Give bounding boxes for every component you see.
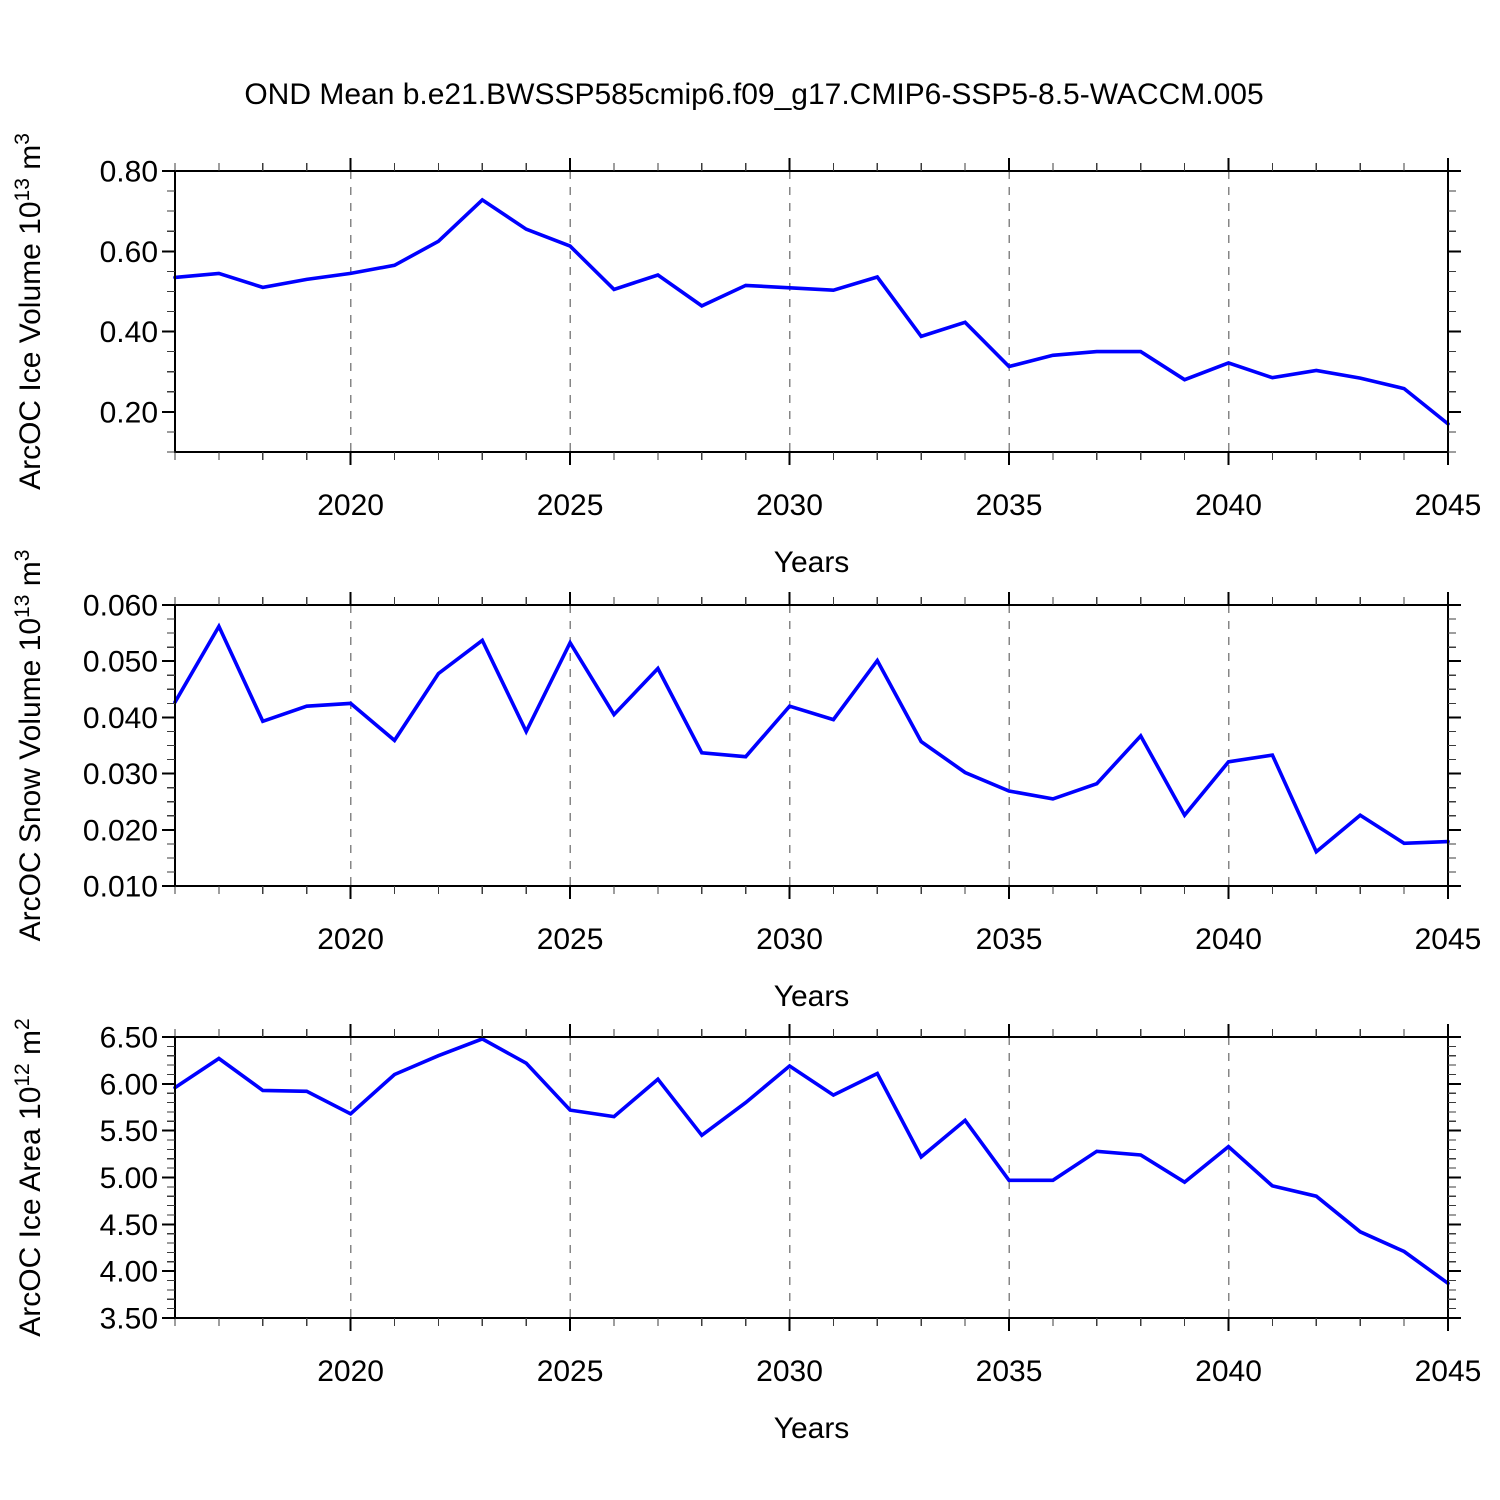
ice-area-ytick-label: 3.50 [100,1303,158,1336]
chart-title: OND Mean b.e21.BWSSP585cmip6.f09_g17.CMI… [244,78,1264,111]
ice-volume-xtick-label: 2020 [317,489,384,522]
snow-volume-ytick-label: 0.020 [83,814,158,847]
ice-area-xtick-label: 2040 [1195,1355,1262,1388]
ice-area-ytick-label: 5.50 [100,1115,158,1148]
snow-volume-xtick-label: 2020 [317,923,384,956]
ice-area-ytick-label: 4.00 [100,1256,158,1289]
ice-area-yaxis-title: ArcOC Ice Area 1012 m2 [11,1018,47,1336]
snow-volume-xtick-label: 2025 [537,923,604,956]
snow-volume-ytick-label: 0.010 [83,871,158,904]
snow-volume-xaxis-title: Years [774,980,850,1013]
ice-volume-xtick-label: 2040 [1195,489,1262,522]
snow-volume-ytick-label: 0.030 [83,758,158,791]
snow-volume-ytick-label: 0.060 [83,590,158,623]
ice-area-ytick-label: 5.00 [100,1162,158,1195]
ice-area-series-line [173,1036,1450,1286]
ice-volume-yaxis-title: ArcOC Ice Volume 1013 m3 [11,133,47,490]
snow-volume-xtick-label: 2045 [1415,923,1482,956]
ice-volume-series-line [173,197,1450,426]
ice-volume-xaxis-title: Years [774,546,850,579]
ice-area-xtick-label: 2045 [1415,1355,1482,1388]
ice-area-chart: 3.50 4.00 4.50 5.00 5.50 6.00 6.50 2020 2025 2030… [11,1018,1481,1445]
ice-volume-ytick-label: 0.40 [100,316,158,349]
snow-volume-ytick-label: 0.040 [83,702,158,735]
snow-volume-plot-frame [174,604,1449,887]
ice-volume-ytick-label: 0.60 [100,236,158,269]
snow-volume-xtick-label: 2030 [756,923,823,956]
ice-area-xaxis-title: Years [774,1412,850,1445]
ice-area-xtick-label: 2035 [976,1355,1043,1388]
ice-volume-ytick-label: 0.80 [100,156,158,189]
ice-area-xtick-label: 2030 [756,1355,823,1388]
snow-volume-xtick-label: 2035 [976,923,1043,956]
snow-volume-series-line [173,622,1450,855]
ice-volume-ytick-label: 0.20 [100,396,158,429]
ice-area-xtick-label: 2025 [537,1355,604,1388]
ice-volume-xtick-label: 2035 [976,489,1043,522]
snow-volume-chart: 0.010 0.020 0.030 0.040 0.050 0.060 2020 2025 20… [11,550,1481,1013]
ice-volume-chart: 0.20 0.40 0.60 0.80 2020 2025 2030 2035 2040 2045… [11,133,1481,579]
ice-area-ytick-label: 4.50 [100,1209,158,1242]
ice-area-xtick-label: 2020 [317,1355,384,1388]
ice-area-ytick-label: 6.00 [100,1068,158,1101]
ice-volume-xtick-label: 2030 [756,489,823,522]
snow-volume-ytick-label: 0.050 [83,646,158,679]
ice-volume-xtick-label: 2025 [537,489,604,522]
ice-volume-plot-frame [174,170,1449,453]
snow-volume-xtick-label: 2040 [1195,923,1262,956]
ice-volume-xtick-label: 2045 [1415,489,1482,522]
snow-volume-yaxis-title: ArcOC Snow Volume 1013 m3 [11,550,47,942]
ice-area-ytick-label: 6.50 [100,1022,158,1055]
